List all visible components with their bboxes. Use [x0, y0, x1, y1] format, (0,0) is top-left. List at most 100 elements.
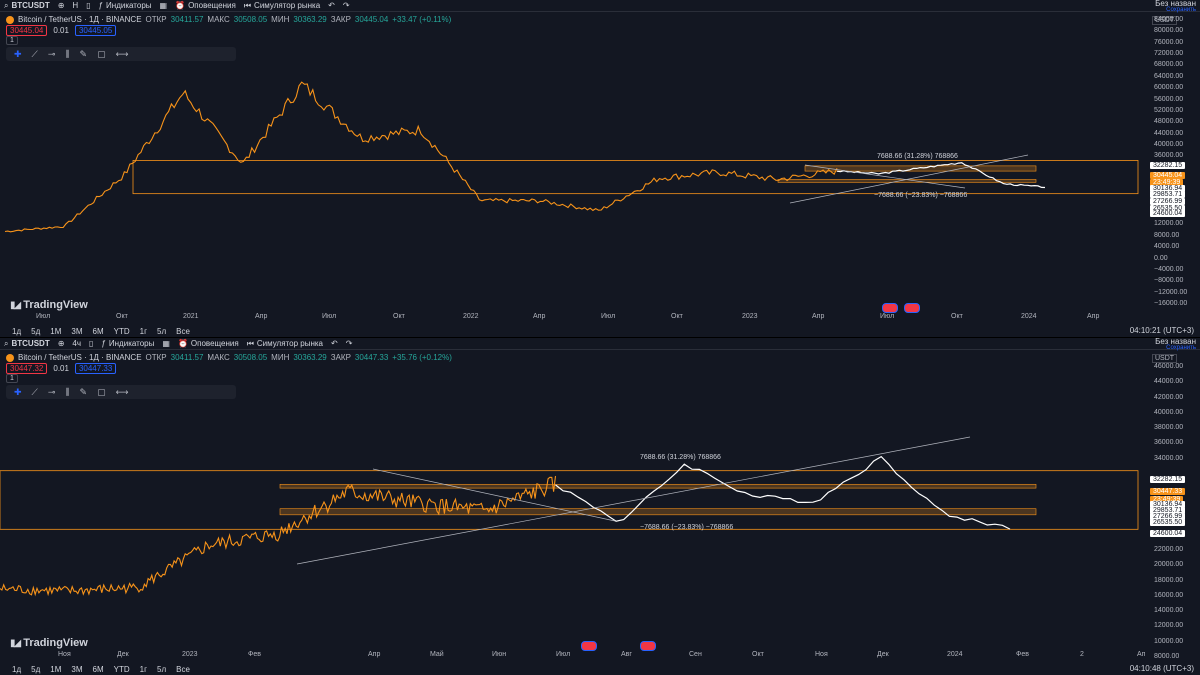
- range-button-1г[interactable]: 1г: [139, 664, 147, 674]
- hline-icon[interactable]: ⊸: [47, 48, 56, 59]
- projection-line[interactable]: [555, 455, 1011, 530]
- replay-button[interactable]: ⏮ Симулятор рынка: [243, 0, 321, 11]
- range-button-Все[interactable]: Все: [176, 326, 190, 336]
- time-tick-label: Апр: [255, 313, 268, 320]
- interval-selector[interactable]: Н: [72, 1, 79, 10]
- measure-icon[interactable]: ⟷: [115, 386, 129, 397]
- chart-type-button[interactable]: ▯: [86, 1, 90, 10]
- indicators-button[interactable]: ƒ Индикаторы: [101, 339, 155, 348]
- price-chart[interactable]: [0, 13, 1145, 323]
- trendline-icon[interactable]: ⟋: [31, 48, 38, 59]
- support-resistance-zone[interactable]: [132, 160, 1139, 195]
- buy-button[interactable]: 30445.05: [74, 25, 117, 36]
- range-button-1г[interactable]: 1г: [139, 326, 147, 336]
- undo-button[interactable]: ↶: [328, 1, 335, 10]
- range-button-6М[interactable]: 6М: [92, 664, 104, 674]
- clock[interactable]: 04:10:48 (UTC+3): [1129, 664, 1194, 673]
- price-axis[interactable]: USDT 84000.00 80000.00 76000.00 72000.00 680…: [1150, 14, 1200, 324]
- time-tick-label: 2023: [742, 313, 758, 320]
- buy-button[interactable]: 30447.33: [74, 363, 117, 374]
- currency-unit[interactable]: USDT: [1152, 16, 1178, 25]
- fib-icon[interactable]: ⫼: [65, 386, 70, 397]
- redo-button[interactable]: ↷: [343, 1, 350, 10]
- bitcoin-logo-icon: [6, 15, 14, 24]
- time-tick-label: 2024: [1021, 313, 1037, 320]
- panel-separator[interactable]: [0, 337, 1200, 338]
- range-box[interactable]: [804, 165, 1037, 172]
- brush-icon[interactable]: ✎: [79, 386, 88, 397]
- trendline[interactable]: [372, 468, 616, 522]
- range-button-5д[interactable]: 5д: [31, 326, 41, 336]
- hline-icon[interactable]: ⊸: [47, 386, 56, 397]
- trendline[interactable]: [296, 436, 971, 565]
- legend-title[interactable]: Bitcoin / TetherUS · 1Д · BINANCE: [18, 353, 142, 362]
- indicators-button[interactable]: ƒ Индикаторы: [98, 1, 152, 10]
- event-flag-icon[interactable]: [581, 641, 597, 651]
- templates-button[interactable]: ▦: [162, 339, 170, 348]
- range-button-1М[interactable]: 1М: [50, 664, 62, 674]
- event-flag-icon[interactable]: [882, 303, 898, 313]
- price-level-tag: 23:49:39: [1150, 496, 1184, 503]
- quantity-input[interactable]: 1: [6, 36, 18, 45]
- range-button-1д[interactable]: 1д: [12, 326, 22, 336]
- range-button-5д[interactable]: 5д: [31, 664, 41, 674]
- compare-button[interactable]: ⊕: [58, 1, 65, 10]
- interval-selector[interactable]: 4ч: [72, 339, 82, 348]
- chart-panel-4h: ⌕ BTCUSDT ⊕ 4ч ▯ ƒ Индикаторы ▦ ⏰ Оповещени…: [0, 338, 1200, 675]
- trendline[interactable]: [804, 164, 966, 189]
- rectangle-icon[interactable]: ▢: [97, 48, 106, 59]
- currency-unit[interactable]: USDT: [1152, 354, 1178, 363]
- alerts-button[interactable]: ⏰ Оповещения: [177, 339, 239, 348]
- fib-icon[interactable]: ⫼: [65, 48, 70, 59]
- projection-line[interactable]: [836, 162, 1046, 189]
- cross-icon[interactable]: ✚: [14, 48, 22, 59]
- trendline-icon[interactable]: ⟋: [31, 386, 38, 397]
- range-button-Все[interactable]: Все: [176, 664, 190, 674]
- rectangle-icon[interactable]: ▢: [97, 386, 106, 397]
- range-button-YTD[interactable]: YTD: [113, 664, 130, 674]
- templates-button[interactable]: ▦: [160, 1, 168, 10]
- redo-button[interactable]: ↷: [346, 339, 353, 348]
- brush-icon[interactable]: ✎: [79, 48, 88, 59]
- price-chart[interactable]: [0, 351, 1145, 661]
- price-level-tag: 26535.50: [1150, 519, 1186, 526]
- layout-menu[interactable]: Без назван Сохранить: [1155, 0, 1196, 13]
- range-button-1М[interactable]: 1М: [50, 326, 62, 336]
- time-axis[interactable]: Июл Окт 2021 Апр Июл Окт 2022 Апр Июл Окт 2023 Апр И…: [0, 313, 1145, 323]
- range-button-5л[interactable]: 5л: [157, 326, 167, 336]
- support-resistance-zone[interactable]: [0, 470, 1139, 530]
- event-flag-icon[interactable]: [640, 641, 656, 651]
- time-tick-label: Апр: [1087, 313, 1100, 320]
- symbol-search[interactable]: ⌕ BTCUSDT: [4, 0, 50, 11]
- price-axis[interactable]: USDT 46000.00 44000.00 42000.00 40000.00 380…: [1150, 352, 1200, 662]
- replay-button[interactable]: ⏮ Симулятор рынка: [246, 338, 323, 349]
- quantity-input[interactable]: 1: [6, 374, 18, 383]
- range-box[interactable]: [279, 508, 1037, 516]
- range-button-1д[interactable]: 1д: [12, 664, 22, 674]
- symbol-search[interactable]: ⌕ BTCUSDT: [4, 338, 50, 349]
- price-tick-label: 22000.00: [1154, 546, 1184, 554]
- layout-menu[interactable]: Без назван Сохранить: [1155, 337, 1196, 352]
- legend-title[interactable]: Bitcoin / TetherUS · 1Д · BINANCE: [18, 15, 142, 24]
- measure-icon[interactable]: ⟷: [115, 48, 129, 59]
- sell-button[interactable]: 30447.32: [6, 363, 48, 374]
- price-series-line[interactable]: [4, 81, 838, 233]
- price-series-line[interactable]: [0, 475, 557, 597]
- clock[interactable]: 04:10:21 (UTC+3): [1129, 326, 1194, 335]
- replay-icon: ⏮: [246, 338, 254, 348]
- time-axis[interactable]: Ноя Дек 2023 Фев Апр Май Июн Июл Авг Сен Окт Ноя Дек…: [0, 651, 1145, 661]
- range-button-5л[interactable]: 5л: [157, 664, 167, 674]
- range-button-3М[interactable]: 3М: [71, 326, 83, 336]
- sell-button[interactable]: 30445.04: [6, 25, 48, 36]
- trendline[interactable]: [789, 154, 1029, 204]
- chart-type-button[interactable]: ▯: [89, 339, 93, 348]
- range-button-6М[interactable]: 6М: [92, 326, 104, 336]
- range-button-YTD[interactable]: YTD: [113, 326, 130, 336]
- range-button-3М[interactable]: 3М: [71, 664, 83, 674]
- legend-open-label: ОТКР: [145, 15, 167, 24]
- compare-button[interactable]: ⊕: [58, 339, 65, 348]
- event-flag-icon[interactable]: [904, 303, 920, 313]
- cross-icon[interactable]: ✚: [14, 386, 22, 397]
- undo-button[interactable]: ↶: [331, 339, 338, 348]
- alerts-button[interactable]: ⏰ Оповещения: [175, 1, 236, 10]
